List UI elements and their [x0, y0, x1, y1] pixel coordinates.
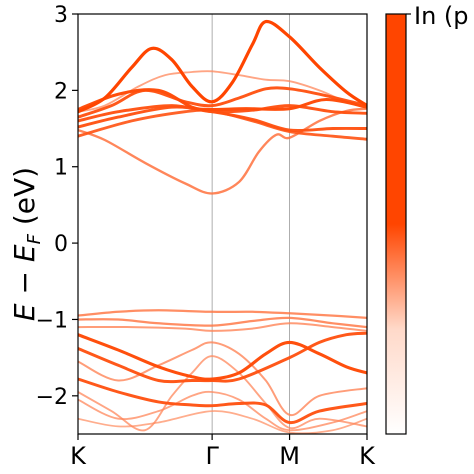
band-line — [78, 107, 367, 195]
y-tick-label: 1 — [54, 156, 68, 181]
band-line — [78, 390, 367, 432]
y-tick-label: −2 — [36, 385, 68, 410]
x-tick-label: K — [70, 442, 87, 470]
band-line — [78, 88, 367, 112]
ylabel-unit: (eV) — [8, 167, 41, 234]
band-line — [78, 377, 367, 424]
ylabel-main: E − E — [8, 244, 41, 321]
y-tick-label: 0 — [54, 232, 68, 257]
band-line — [78, 86, 367, 119]
x-tick-label: M — [279, 442, 300, 470]
y-tick-label: −1 — [36, 308, 68, 333]
band-line — [78, 410, 367, 434]
y-tick-label: 2 — [54, 79, 68, 104]
band-line — [78, 316, 367, 329]
band-line — [78, 322, 367, 332]
axes — [72, 13, 368, 440]
band-line — [78, 355, 367, 432]
band-line — [78, 309, 367, 320]
band-line — [78, 70, 367, 113]
band-line — [78, 331, 367, 384]
plot-area — [78, 14, 367, 434]
band-line — [78, 104, 367, 123]
x-tick-label: Γ — [205, 442, 219, 470]
x-tick-label: K — [359, 442, 376, 470]
colorbar-gradient — [385, 13, 407, 435]
tick-labels: −2 −1 0 1 2 3 K Γ M K — [36, 3, 377, 470]
band-line — [78, 333, 367, 381]
band-line — [78, 105, 367, 133]
colorbar-label: In (p — [414, 2, 469, 30]
colorbar: In (p — [385, 2, 469, 435]
ylabel-subscript: F — [24, 233, 45, 244]
y-axis-label: E − EF (eV) — [8, 167, 45, 321]
y-tick-label: 3 — [54, 3, 68, 28]
band-line — [78, 19, 367, 114]
plot-frame — [77, 13, 368, 435]
